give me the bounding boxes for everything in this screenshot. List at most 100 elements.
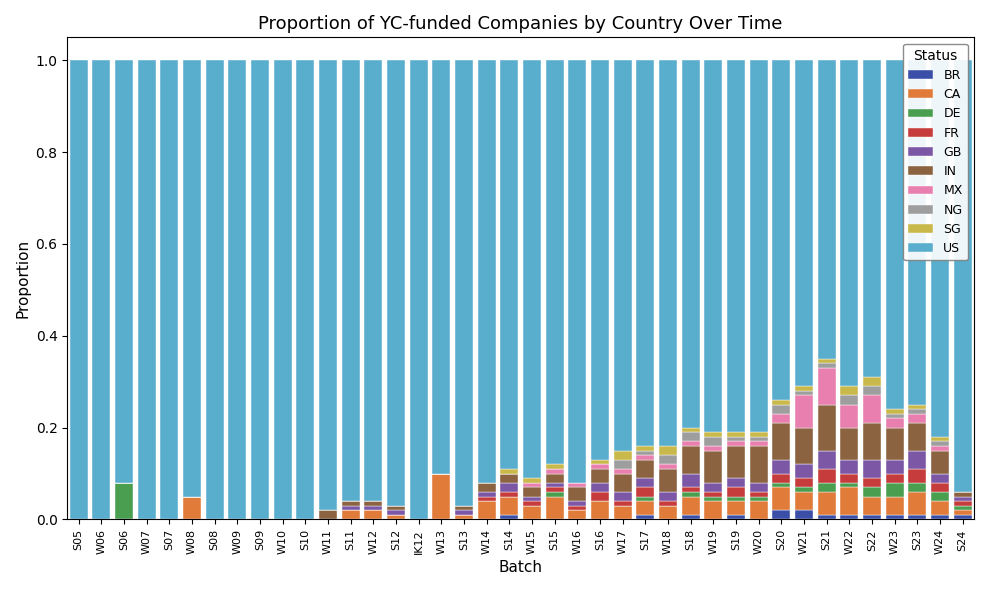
Bar (569, 60, 586, 483)
Bar (863, 377, 881, 386)
Bar (908, 451, 927, 469)
Bar (953, 60, 972, 492)
Bar (908, 483, 927, 492)
Bar (818, 515, 836, 519)
Bar (115, 483, 133, 519)
Bar (953, 515, 972, 519)
Bar (795, 391, 813, 395)
Bar (546, 497, 564, 519)
Bar (841, 460, 858, 474)
Bar (500, 497, 518, 515)
Bar (772, 423, 790, 460)
Bar (772, 510, 790, 519)
Bar (500, 469, 518, 474)
Bar (704, 432, 722, 437)
Bar (636, 487, 655, 497)
Bar (931, 451, 949, 474)
Bar (546, 464, 564, 469)
Bar (590, 60, 609, 460)
Bar (818, 359, 836, 363)
Bar (569, 501, 586, 506)
Bar (908, 405, 927, 409)
Bar (681, 487, 699, 492)
Bar (523, 60, 541, 478)
Bar (863, 478, 881, 487)
Bar (750, 437, 767, 441)
Bar (772, 414, 790, 423)
Bar (818, 469, 836, 483)
Bar (727, 432, 745, 437)
Bar (953, 506, 972, 510)
Bar (590, 483, 609, 492)
Bar (546, 487, 564, 492)
Bar (523, 487, 541, 497)
Bar (704, 451, 722, 483)
Bar (772, 60, 790, 400)
Bar (795, 510, 813, 519)
Bar (772, 487, 790, 510)
Bar (636, 501, 655, 515)
Bar (569, 483, 586, 487)
Bar (727, 446, 745, 478)
Bar (523, 497, 541, 501)
Bar (681, 492, 699, 497)
Bar (659, 501, 677, 506)
Bar (772, 483, 790, 487)
Bar (681, 428, 699, 432)
Bar (953, 510, 972, 515)
Bar (364, 506, 383, 510)
Bar (931, 446, 949, 451)
Bar (841, 515, 858, 519)
Bar (727, 501, 745, 515)
Bar (659, 60, 677, 446)
Bar (455, 506, 473, 510)
Bar (681, 497, 699, 515)
Bar (841, 487, 858, 515)
Bar (364, 501, 383, 506)
Bar (546, 60, 564, 464)
Bar (750, 441, 767, 446)
Bar (841, 386, 858, 395)
Bar (523, 506, 541, 519)
Bar (681, 60, 699, 428)
Bar (681, 441, 699, 446)
Bar (432, 60, 450, 474)
Bar (341, 60, 360, 501)
Bar (659, 464, 677, 469)
Bar (931, 515, 949, 519)
Bar (704, 492, 722, 497)
Bar (885, 474, 904, 483)
Bar (341, 501, 360, 506)
Bar (818, 363, 836, 368)
Bar (727, 487, 745, 497)
Bar (704, 497, 722, 501)
Bar (750, 501, 767, 519)
Bar (590, 464, 609, 469)
Bar (364, 60, 383, 501)
Bar (636, 446, 655, 451)
Bar (523, 501, 541, 506)
Bar (885, 414, 904, 418)
Bar (659, 446, 677, 455)
Bar (659, 455, 677, 464)
Bar (341, 506, 360, 510)
Bar (863, 497, 881, 515)
Bar (795, 60, 813, 386)
Bar (546, 483, 564, 487)
Bar (341, 510, 360, 519)
Bar (137, 60, 155, 519)
Bar (636, 497, 655, 501)
Bar (115, 60, 133, 483)
Bar (318, 510, 337, 519)
Bar (795, 492, 813, 510)
Bar (613, 506, 632, 519)
Bar (908, 414, 927, 423)
Bar (885, 409, 904, 414)
Bar (183, 497, 201, 519)
Bar (659, 506, 677, 519)
Bar (569, 506, 586, 510)
Bar (885, 418, 904, 428)
Bar (613, 451, 632, 460)
Bar (364, 510, 383, 519)
Bar (613, 492, 632, 501)
